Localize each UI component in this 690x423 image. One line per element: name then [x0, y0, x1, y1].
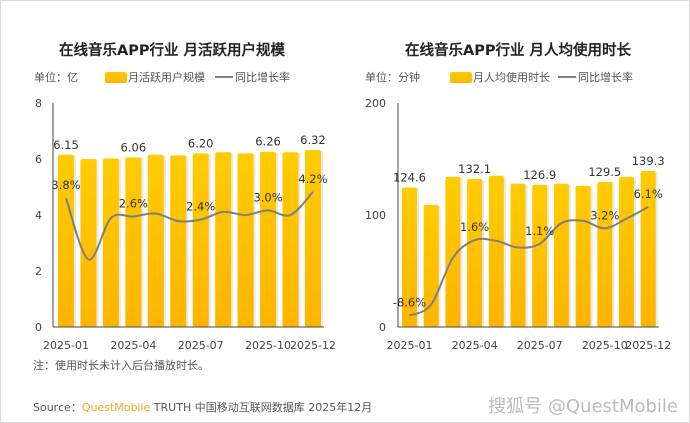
- bar-value-label: 6.20: [188, 136, 214, 150]
- bar-value-label: 124.6: [393, 170, 426, 184]
- bar: [619, 176, 634, 327]
- legend-bar-swatch-right: [450, 72, 472, 83]
- watermark: 搜狐号 @QuestMobile: [488, 396, 678, 417]
- growth-rate-label: 3.2%: [590, 208, 619, 222]
- bar: [445, 176, 461, 327]
- source-prefix: Source：: [33, 401, 82, 414]
- bar-value-label: 6.32: [300, 133, 326, 147]
- bar: [402, 187, 417, 327]
- bar: [215, 152, 232, 327]
- growth-rate-label: 3.8%: [51, 178, 80, 192]
- growth-rate-label: 3.0%: [253, 190, 282, 204]
- x-tick-label: 2025-10: [582, 339, 628, 352]
- bar: [510, 183, 526, 327]
- y-tick-label: 6: [35, 153, 42, 166]
- bar-value-label: 139.3: [632, 154, 665, 168]
- bar: [553, 183, 569, 327]
- x-tick-label: 2025-10: [245, 339, 291, 352]
- y-tick-label: 8: [35, 97, 42, 110]
- x-tick-label: 2025-04: [110, 339, 156, 352]
- bar: [575, 185, 591, 327]
- growth-rate-line: [65, 191, 314, 261]
- growth-rate-label: 1.1%: [525, 224, 554, 238]
- bar: [532, 184, 548, 327]
- x-tick-label: 2025-07: [178, 339, 224, 352]
- plot-right: 0 100 200 124.6 132.1 126.9 129.5 139.3 -8.6% 1.6…: [365, 97, 671, 352]
- bar: [260, 151, 277, 327]
- source-brand: QuestMobile: [82, 401, 151, 414]
- growth-rate-line: [409, 205, 649, 317]
- x-tick-label: 2025-12: [290, 339, 336, 352]
- bar-value-label: 6.26: [255, 135, 281, 149]
- legend-line-label-right: 同比增长率: [578, 70, 633, 84]
- x-tick-label: 2025-01: [387, 339, 433, 352]
- x-tick-label: 2025-01: [43, 339, 89, 352]
- bar-value-label: 6.15: [53, 138, 79, 152]
- bar: [597, 181, 613, 327]
- growth-rate-label: 1.6%: [460, 220, 489, 234]
- y-tick-label: 2: [35, 265, 42, 278]
- legend-bar-label-right: 月人均使用时长: [473, 71, 550, 84]
- growth-rate-label: 2.4%: [186, 200, 215, 214]
- unit-label-right: 单位：分钟: [365, 70, 420, 84]
- bar: [304, 150, 321, 327]
- x-tick-label: 2025-04: [452, 339, 498, 352]
- y-tick-label: 0: [379, 321, 386, 334]
- x-tick-label: 2025-12: [625, 339, 671, 352]
- legend-bar-label-left: 月活跃用户规模: [128, 70, 205, 84]
- y-tick-label: 100: [365, 209, 386, 222]
- bar: [282, 152, 299, 327]
- footnote: 注：使用时长未计入后台播放时长。: [33, 358, 209, 372]
- chart-title-left: 在线音乐APP行业 月活跃用户规模: [59, 41, 286, 59]
- bar-value-label: 6.06: [121, 140, 147, 154]
- bar: [102, 158, 119, 327]
- bar: [80, 159, 97, 327]
- bar: [125, 157, 142, 327]
- x-tick-label: 2025-07: [517, 339, 563, 352]
- bar: [170, 155, 187, 327]
- legend-line-label-left: 同比增长率: [235, 70, 290, 84]
- bar: [467, 179, 483, 327]
- bar: [58, 154, 74, 327]
- growth-rate-label: 2.6%: [119, 197, 148, 211]
- bar-value-label: 132.1: [458, 162, 491, 176]
- growth-rate-label: -8.6%: [393, 296, 426, 310]
- bar: [147, 154, 164, 327]
- plot-left: 0 2 4 6 8 6.15 6.06 6.20 6.26 6.32 3.8% 2.6% 2.4% 3.0…: [35, 97, 336, 352]
- source-rest: TRUTH 中国移动互联网数据库 2025年12月: [150, 400, 372, 414]
- y-tick-label: 4: [35, 209, 42, 222]
- source-line: Source：QuestMobile TRUTH 中国移动互联网数据库 2025…: [33, 400, 372, 414]
- growth-rate-label: 4.2%: [298, 172, 327, 186]
- bar-value-label: 126.9: [523, 168, 556, 182]
- y-tick-label: 0: [35, 321, 42, 334]
- chart-title-right: 在线音乐APP行业 月人均使用时长: [405, 41, 632, 59]
- growth-rate-label: 6.1%: [634, 187, 663, 201]
- legend-bar-swatch-left: [105, 72, 127, 83]
- bar-value-label: 129.5: [588, 165, 621, 179]
- bar: [488, 175, 504, 327]
- unit-label-left: 单位：亿: [34, 70, 78, 84]
- y-tick-label: 200: [365, 97, 386, 110]
- bar: [192, 153, 209, 327]
- bar: [237, 153, 254, 327]
